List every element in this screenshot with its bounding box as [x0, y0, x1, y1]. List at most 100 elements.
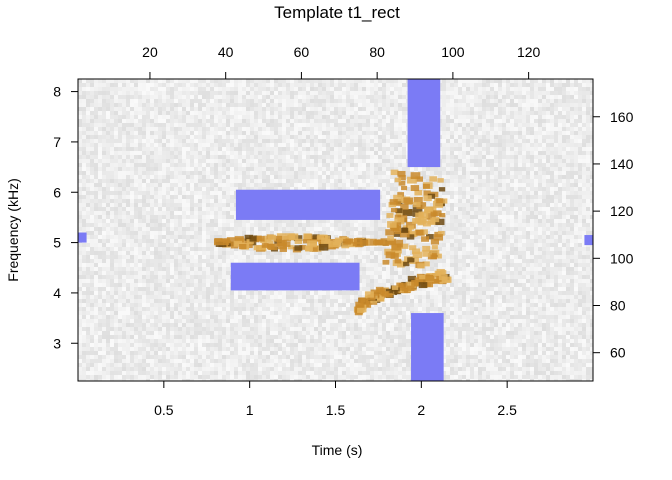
noise-cell — [266, 159, 270, 163]
noise-cell — [266, 183, 270, 187]
noise-cell — [382, 219, 386, 223]
noise-cell — [238, 155, 242, 159]
noise-cell — [318, 171, 322, 175]
noise-cell — [558, 139, 562, 143]
noise-cell — [522, 211, 526, 215]
noise-cell — [342, 115, 346, 119]
noise-cell — [166, 135, 170, 139]
noise-cell — [134, 175, 138, 179]
noise-cell — [542, 191, 546, 195]
noise-cell — [154, 135, 158, 139]
noise-cell — [446, 179, 450, 183]
noise-cell — [358, 83, 362, 87]
noise-cell — [218, 167, 222, 171]
noise-cell — [130, 231, 134, 235]
noise-cell — [378, 159, 382, 163]
noise-cell — [530, 199, 534, 203]
noise-cell — [118, 99, 122, 103]
noise-cell — [250, 135, 254, 139]
noise-cell — [310, 147, 314, 151]
noise-cell — [230, 159, 234, 163]
noise-cell — [90, 227, 94, 231]
noise-cell — [306, 139, 310, 143]
noise-cell — [134, 123, 138, 127]
noise-cell — [290, 219, 294, 223]
noise-cell — [490, 131, 494, 135]
noise-cell — [222, 211, 226, 215]
noise-cell — [570, 163, 574, 167]
noise-cell — [310, 119, 314, 123]
noise-cell — [226, 195, 230, 199]
noise-cell — [514, 191, 518, 195]
noise-cell — [154, 103, 158, 107]
noise-cell — [190, 183, 194, 187]
noise-cell — [238, 119, 242, 123]
noise-cell — [374, 95, 378, 99]
noise-cell — [294, 163, 298, 167]
noise-cell — [174, 175, 178, 179]
noise-cell — [390, 79, 394, 83]
noise-cell — [390, 155, 394, 159]
noise-cell — [166, 91, 170, 95]
noise-cell — [458, 95, 462, 99]
noise-cell — [306, 79, 310, 83]
noise-cell — [174, 139, 178, 143]
noise-cell — [118, 179, 122, 183]
noise-cell — [574, 83, 578, 87]
noise-cell — [346, 95, 350, 99]
noise-cell — [470, 95, 474, 99]
noise-cell — [110, 211, 114, 215]
noise-cell — [98, 119, 102, 123]
noise-cell — [590, 171, 593, 175]
noise-cell — [114, 207, 118, 211]
noise-cell — [286, 151, 290, 155]
noise-cell — [218, 203, 222, 207]
noise-cell — [370, 187, 374, 191]
noise-cell — [158, 127, 162, 131]
noise-cell — [126, 207, 130, 211]
noise-cell — [498, 95, 502, 99]
noise-cell — [190, 115, 194, 119]
noise-cell — [326, 143, 330, 147]
noise-cell — [158, 167, 162, 171]
noise-cell — [538, 151, 542, 155]
noise-cell — [386, 135, 390, 139]
noise-cell — [542, 211, 546, 215]
noise-cell — [110, 179, 114, 183]
noise-cell — [170, 135, 174, 139]
noise-cell — [282, 139, 286, 143]
noise-cell — [446, 155, 450, 159]
noise-cell — [366, 179, 370, 183]
noise-cell — [90, 103, 94, 107]
noise-cell — [502, 83, 506, 87]
noise-cell — [374, 107, 378, 111]
noise-cell — [138, 139, 142, 143]
noise-cell — [526, 203, 530, 207]
noise-cell — [222, 187, 226, 191]
noise-cell — [242, 163, 246, 167]
noise-cell — [398, 83, 402, 87]
noise-cell — [146, 191, 150, 195]
noise-cell — [90, 211, 94, 215]
noise-cell — [350, 107, 354, 111]
noise-cell — [578, 135, 582, 139]
noise-cell — [470, 119, 474, 123]
noise-cell — [166, 107, 170, 111]
noise-cell — [362, 159, 366, 163]
noise-cell — [362, 183, 366, 187]
noise-cell — [562, 139, 566, 143]
noise-cell — [446, 135, 450, 139]
noise-cell — [198, 111, 202, 115]
noise-cell — [282, 135, 286, 139]
noise-cell — [494, 127, 498, 131]
noise-cell — [238, 159, 242, 163]
noise-cell — [538, 79, 542, 83]
noise-cell — [586, 103, 590, 107]
noise-cell — [562, 79, 566, 83]
noise-cell — [462, 127, 466, 131]
noise-cell — [282, 227, 286, 231]
noise-cell — [506, 183, 510, 187]
noise-cell — [450, 87, 454, 91]
noise-cell — [482, 95, 486, 99]
noise-cell — [122, 155, 126, 159]
